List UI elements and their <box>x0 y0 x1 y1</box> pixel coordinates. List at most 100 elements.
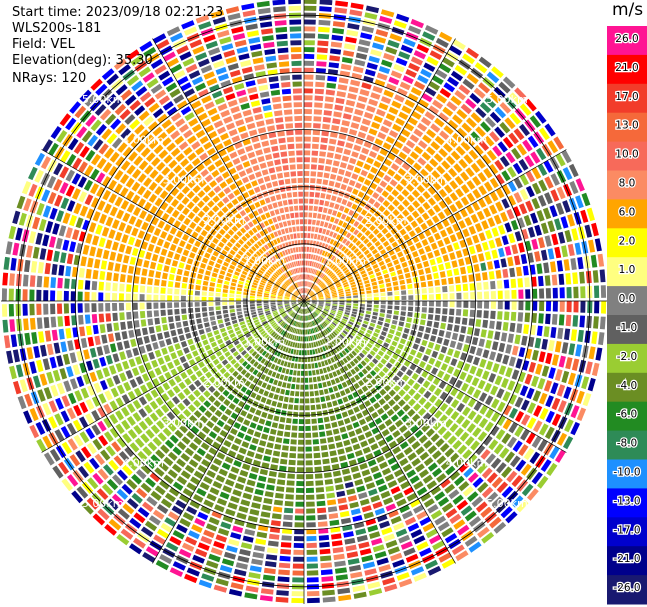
velocity-gate <box>427 445 438 455</box>
velocity-gate <box>318 300 324 301</box>
velocity-gate <box>527 135 539 148</box>
velocity-gate <box>371 281 378 286</box>
velocity-gate <box>421 151 431 161</box>
velocity-gate <box>301 350 304 356</box>
velocity-gate <box>426 428 435 438</box>
velocity-gate <box>274 254 279 260</box>
velocity-gate <box>327 270 333 276</box>
velocity-gate <box>279 465 287 472</box>
velocity-gate <box>308 315 311 321</box>
velocity-gate <box>475 501 488 513</box>
velocity-gate <box>356 264 363 269</box>
velocity-gate <box>97 406 107 418</box>
velocity-gate <box>387 333 394 339</box>
velocity-gate <box>229 249 236 256</box>
velocity-gate <box>272 289 278 293</box>
velocity-gate <box>248 374 255 382</box>
velocity-gate <box>257 271 263 277</box>
velocity-gate <box>298 301 303 304</box>
velocity-gate <box>442 57 455 68</box>
velocity-gate <box>525 185 535 198</box>
velocity-gate <box>304 164 310 170</box>
velocity-gate <box>383 322 390 328</box>
velocity-gate <box>238 505 249 513</box>
velocity-gate <box>366 293 372 297</box>
velocity-gate <box>185 536 198 546</box>
velocity-gate <box>49 448 61 462</box>
velocity-gate <box>310 254 314 260</box>
velocity-gate <box>240 542 253 550</box>
velocity-gate <box>291 303 297 305</box>
velocity-gate <box>307 350 310 356</box>
velocity-gate <box>190 476 201 486</box>
velocity-gate <box>467 453 478 465</box>
velocity-gate <box>297 315 300 320</box>
velocity-gate <box>301 302 304 307</box>
velocity-gate <box>315 480 324 486</box>
velocity-gate <box>379 313 385 318</box>
velocity-gate <box>168 378 176 387</box>
velocity-gate <box>173 69 186 80</box>
velocity-gate <box>376 72 388 81</box>
velocity-gate <box>334 104 344 111</box>
velocity-gate <box>480 121 491 133</box>
velocity-gate <box>405 224 413 232</box>
velocity-gate <box>513 177 523 189</box>
velocity-gate <box>317 292 323 296</box>
velocity-gate <box>119 187 129 198</box>
velocity-gate <box>424 267 431 274</box>
velocity-gate <box>236 287 243 292</box>
velocity-gate <box>292 563 304 569</box>
velocity-gate <box>139 345 146 354</box>
velocity-gate <box>412 236 420 243</box>
velocity-gate <box>421 370 429 378</box>
velocity-gate <box>101 334 108 344</box>
velocity-gate <box>258 312 264 316</box>
velocity-gate <box>503 404 512 416</box>
velocity-gate <box>371 121 381 130</box>
velocity-gate <box>509 407 518 419</box>
velocity-gate <box>230 428 238 436</box>
velocity-gate <box>114 231 123 242</box>
velocity-gate <box>397 251 404 258</box>
velocity-gate <box>96 248 103 258</box>
velocity-gate <box>304 253 306 259</box>
velocity-gate <box>189 169 198 178</box>
velocity-gate <box>139 285 146 293</box>
velocity-gate <box>446 155 456 166</box>
velocity-gate <box>427 504 439 514</box>
velocity-gate <box>316 290 321 294</box>
velocity-gate <box>533 420 543 433</box>
velocity-gate <box>179 224 187 232</box>
velocity-gate <box>239 548 251 557</box>
velocity-gate <box>143 189 152 200</box>
velocity-gate <box>594 238 602 252</box>
velocity-gate <box>364 280 370 284</box>
velocity-gate <box>110 118 122 130</box>
velocity-gate <box>229 237 236 244</box>
velocity-gate <box>233 340 240 346</box>
velocity-gate <box>335 97 345 105</box>
velocity-gate <box>513 128 525 141</box>
velocity-gate <box>354 366 360 373</box>
velocity-gate <box>132 284 139 293</box>
velocity-gate <box>388 266 395 273</box>
velocity-gate <box>288 404 294 410</box>
velocity-gate <box>260 330 266 336</box>
velocity-gate <box>166 142 176 152</box>
velocity-gate <box>195 129 206 139</box>
velocity-gate <box>396 409 405 418</box>
velocity-gate <box>423 440 433 449</box>
velocity-gate <box>453 268 460 276</box>
velocity-gate <box>388 399 396 407</box>
velocity-gate <box>353 298 359 301</box>
velocity-gate <box>199 152 209 161</box>
velocity-gate <box>369 322 376 328</box>
velocity-gate <box>339 304 345 307</box>
velocity-gate <box>315 278 320 284</box>
velocity-gate <box>254 321 260 326</box>
velocity-gate <box>270 225 276 231</box>
velocity-gate <box>273 272 279 278</box>
velocity-gate <box>240 324 247 329</box>
velocity-gate <box>352 66 364 74</box>
